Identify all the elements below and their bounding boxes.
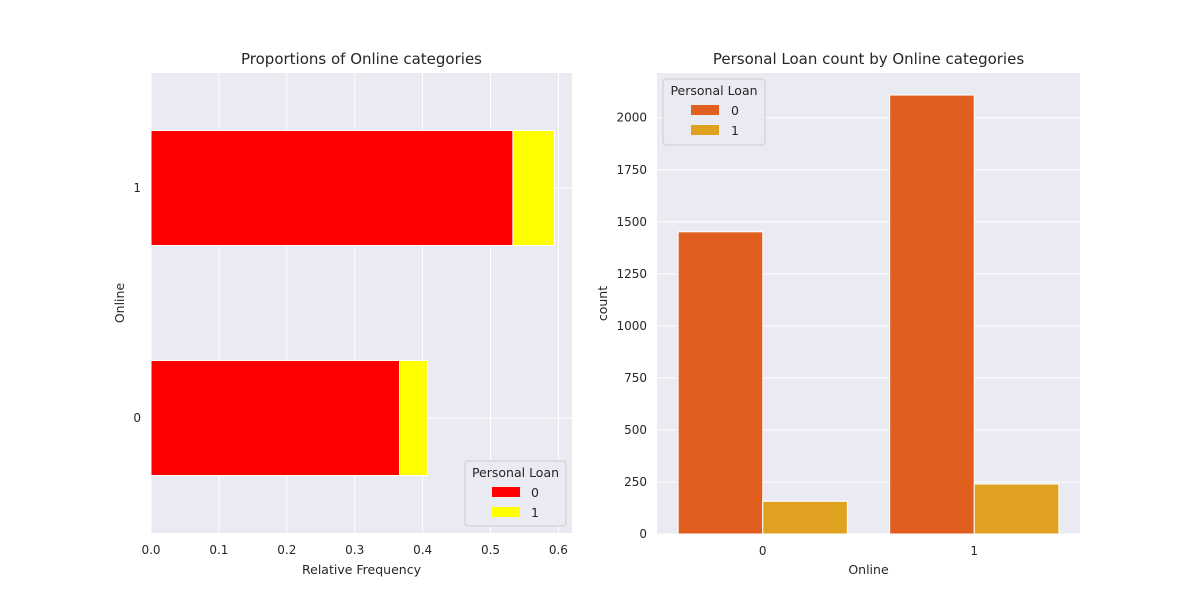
chart-title: Proportions of Online categories	[241, 50, 482, 68]
bar-online-1-loan-0	[889, 94, 975, 535]
y-axis-label: count	[595, 286, 610, 321]
x-axis-label: Relative Frequency	[302, 562, 422, 577]
x-tick-label: 0.5	[481, 543, 500, 557]
y-tick-label: 0	[639, 527, 647, 541]
y-tick-label: 500	[624, 423, 647, 437]
bar-online-0-loan-1	[762, 500, 848, 535]
y-tick-label: 1500	[616, 215, 647, 229]
x-tick-label: 0.0	[141, 543, 160, 557]
legend-label: 1	[731, 123, 739, 138]
y-axis-label: Online	[112, 283, 127, 324]
x-tick-label: 0.4	[413, 543, 432, 557]
y-tick-label: 750	[624, 371, 647, 385]
legend-label: 1	[531, 505, 539, 520]
legend-swatch	[492, 507, 520, 517]
proportions-chart: 0.0 0.1 0.2 0.3 0.4 0.5 0.6 0 1 Proportions of On…	[112, 50, 572, 577]
bar-online-1-loan-0	[150, 130, 514, 246]
bar-online-0-loan-1	[399, 360, 428, 476]
legend-label: 0	[531, 485, 539, 500]
legend-swatch	[691, 125, 719, 135]
y-tick-label: 1750	[616, 163, 647, 177]
legend: Personal Loan 0 1	[464, 460, 567, 527]
x-tick-label: 0.1	[209, 543, 228, 557]
x-tick-label: 0.2	[277, 543, 296, 557]
legend-label: 0	[731, 103, 739, 118]
y-tick-label: 2000	[616, 111, 647, 125]
x-tick-label: 1	[970, 544, 978, 558]
x-tick-label: 0.3	[345, 543, 364, 557]
chart-title: Personal Loan count by Online categories	[713, 50, 1024, 68]
y-tick-label: 0	[133, 411, 141, 425]
legend: Personal Loan 0 1	[662, 78, 766, 146]
legend-title: Personal Loan	[670, 83, 757, 98]
x-tick-label: 0	[759, 544, 767, 558]
bar-online-0-loan-0	[150, 360, 401, 476]
y-tick-label: 250	[624, 475, 647, 489]
legend-swatch	[492, 487, 520, 497]
y-tick-label: 1	[133, 181, 141, 195]
x-tick-label: 0.6	[549, 543, 568, 557]
bar-online-1-loan-1	[512, 130, 555, 246]
bar-online-0-loan-0	[677, 231, 764, 535]
y-tick-label: 1000	[616, 319, 647, 333]
bar-online-1-loan-1	[973, 483, 1060, 535]
legend-swatch	[691, 105, 719, 115]
y-tick-label: 1250	[616, 267, 647, 281]
legend-title: Personal Loan	[472, 465, 559, 480]
x-axis-label: Online	[848, 562, 889, 577]
